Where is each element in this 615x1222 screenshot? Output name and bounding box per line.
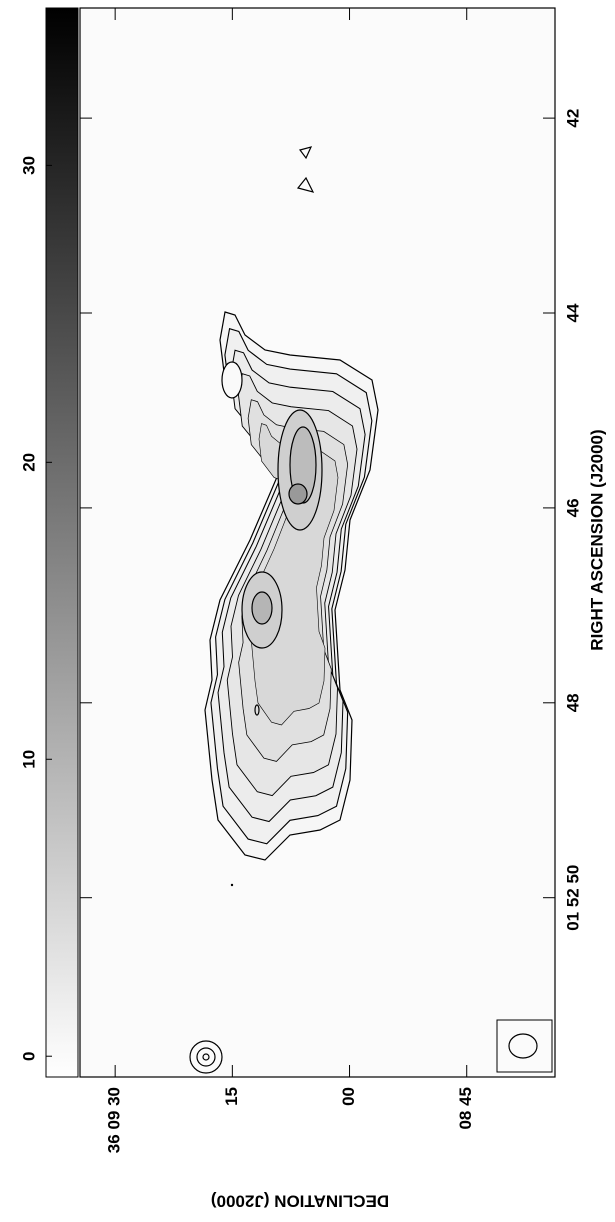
colorbar-tick-label: 30 xyxy=(19,156,38,175)
colorbar-tick-label: 0 xyxy=(19,1051,38,1060)
y-tick-label: 08 45 xyxy=(456,1087,475,1130)
y-tick-label: 15 xyxy=(222,1087,241,1106)
x-tick-label: 46 xyxy=(563,498,582,517)
x-tick-label: 48 xyxy=(563,693,582,712)
x-tick-label: 44 xyxy=(563,303,582,322)
figure: RIGHT ASCENSION (J2000) DECLINATION (J20… xyxy=(0,0,615,1217)
y-tick-label: 36 09 30 xyxy=(105,1087,124,1153)
colorbar xyxy=(46,8,78,1077)
x-tick-label: 01 52 50 xyxy=(563,865,582,931)
colorbar-tick-label: 10 xyxy=(19,750,38,769)
y-axis-title: DECLINATION (J2000) xyxy=(211,1192,389,1211)
colorbar-tick-label: 20 xyxy=(19,453,38,472)
y-tick-label: 00 xyxy=(339,1087,358,1106)
x-tick-label: 42 xyxy=(563,109,582,128)
x-axis-title: RIGHT ASCENSION (J2000) xyxy=(587,429,606,650)
